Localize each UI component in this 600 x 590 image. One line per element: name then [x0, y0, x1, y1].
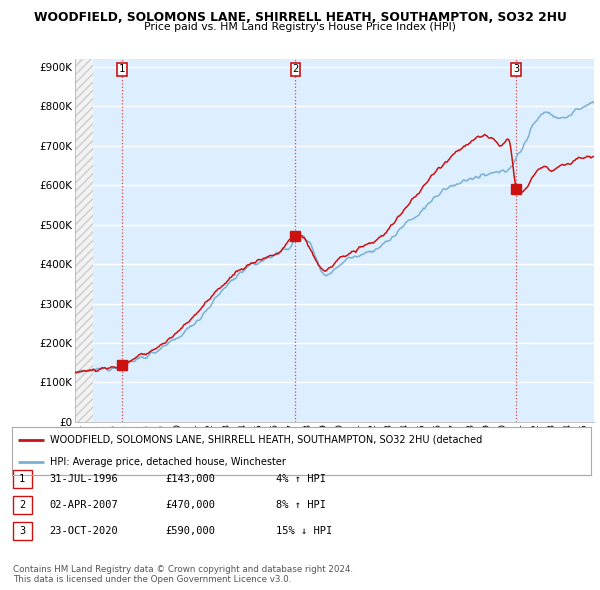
Text: 4% ↑ HPI: 4% ↑ HPI — [276, 474, 326, 484]
Text: HPI: Average price, detached house, Winchester: HPI: Average price, detached house, Winc… — [50, 457, 286, 467]
Text: Price paid vs. HM Land Registry's House Price Index (HPI): Price paid vs. HM Land Registry's House … — [144, 22, 456, 32]
Text: £470,000: £470,000 — [165, 500, 215, 510]
Text: 2: 2 — [19, 500, 25, 510]
Text: £143,000: £143,000 — [165, 474, 215, 484]
Text: Contains HM Land Registry data © Crown copyright and database right 2024.
This d: Contains HM Land Registry data © Crown c… — [13, 565, 353, 584]
Text: 23-OCT-2020: 23-OCT-2020 — [49, 526, 118, 536]
Text: 3: 3 — [19, 526, 25, 536]
Text: £590,000: £590,000 — [165, 526, 215, 536]
Text: 15% ↓ HPI: 15% ↓ HPI — [276, 526, 332, 536]
Text: 1: 1 — [19, 474, 25, 484]
Bar — [75, 59, 94, 422]
Text: 3: 3 — [513, 64, 519, 74]
Text: WOODFIELD, SOLOMONS LANE, SHIRRELL HEATH, SOUTHAMPTON, SO32 2HU: WOODFIELD, SOLOMONS LANE, SHIRRELL HEATH… — [34, 11, 566, 24]
Text: 31-JUL-1996: 31-JUL-1996 — [49, 474, 118, 484]
Text: 8% ↑ HPI: 8% ↑ HPI — [276, 500, 326, 510]
Text: 02-APR-2007: 02-APR-2007 — [49, 500, 118, 510]
Text: 1: 1 — [119, 64, 125, 74]
Text: WOODFIELD, SOLOMONS LANE, SHIRRELL HEATH, SOUTHAMPTON, SO32 2HU (detached: WOODFIELD, SOLOMONS LANE, SHIRRELL HEATH… — [50, 435, 482, 445]
Bar — [75, 59, 94, 422]
Text: 2: 2 — [292, 64, 299, 74]
